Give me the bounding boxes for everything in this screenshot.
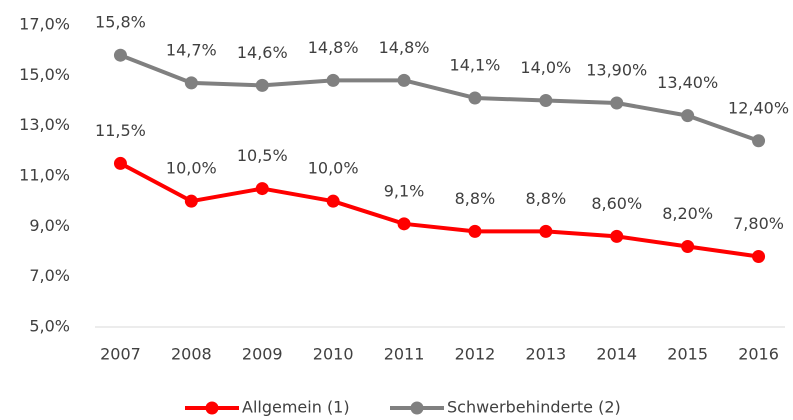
y-tick-label: 17,0%	[19, 15, 70, 34]
point	[681, 109, 695, 123]
point	[326, 194, 340, 208]
data-label: 14,1%	[450, 55, 501, 74]
point	[468, 224, 482, 238]
x-tick-label: 2011	[384, 345, 425, 364]
data-label: 14,8%	[379, 38, 430, 57]
data-label: 9,1%	[384, 181, 425, 200]
x-tick-label: 2016	[738, 345, 779, 364]
y-tick-label: 9,0%	[29, 216, 70, 235]
x-tick-label: 2013	[525, 345, 566, 364]
point	[752, 134, 766, 148]
data-label: 7,80%	[733, 214, 784, 233]
point	[610, 229, 624, 243]
point	[468, 91, 482, 105]
point	[539, 94, 553, 107]
data-label: 13,90%	[586, 61, 647, 80]
data-label: 13,40%	[657, 73, 718, 92]
point	[184, 76, 198, 90]
data-label: 15,8%	[95, 13, 146, 32]
x-tick-label: 2010	[313, 345, 354, 364]
point	[681, 239, 695, 253]
point	[255, 182, 269, 196]
y-tick-label: 13,0%	[19, 115, 70, 134]
data-label: 12,40%	[728, 98, 789, 117]
x-tick-label: 2015	[667, 345, 708, 364]
y-tick-label: 5,0%	[29, 317, 70, 336]
legend-label: Schwerbehinderte (2)	[447, 398, 621, 417]
point	[184, 194, 198, 208]
x-tick-label: 2014	[596, 345, 637, 364]
data-label: 10,0%	[308, 159, 359, 178]
data-label: 10,0%	[166, 159, 217, 178]
point	[397, 73, 411, 87]
y-tick-label: 15,0%	[19, 65, 70, 84]
point	[397, 217, 411, 231]
legend-marker	[205, 401, 219, 415]
legend-label: Allgemein (1)	[242, 398, 350, 417]
x-tick-label: 2007	[100, 345, 141, 364]
point	[326, 73, 340, 87]
legend-marker	[410, 401, 424, 415]
data-label: 14,7%	[166, 40, 217, 59]
x-tick-label: 2012	[455, 345, 496, 364]
x-tick-label: 2008	[171, 345, 212, 364]
data-label: 10,5%	[237, 146, 288, 165]
data-label: 14,0%	[520, 58, 571, 77]
x-tick-label: 2009	[242, 345, 283, 364]
point	[113, 48, 127, 62]
data-label: 8,8%	[526, 189, 567, 208]
point	[752, 250, 766, 264]
point	[539, 224, 553, 238]
point	[113, 156, 127, 170]
point	[610, 96, 624, 110]
y-tick-label: 7,0%	[29, 266, 70, 285]
data-label: 8,60%	[591, 194, 642, 213]
series-line	[119, 161, 759, 259]
y-tick-label: 11,0%	[19, 166, 70, 185]
data-label: 14,6%	[237, 43, 288, 62]
data-label: 8,20%	[662, 204, 713, 223]
data-label: 14,8%	[308, 38, 359, 57]
series-line	[119, 53, 760, 143]
data-label: 11,5%	[95, 121, 146, 140]
data-label: 8,8%	[455, 189, 496, 208]
point	[255, 78, 269, 92]
